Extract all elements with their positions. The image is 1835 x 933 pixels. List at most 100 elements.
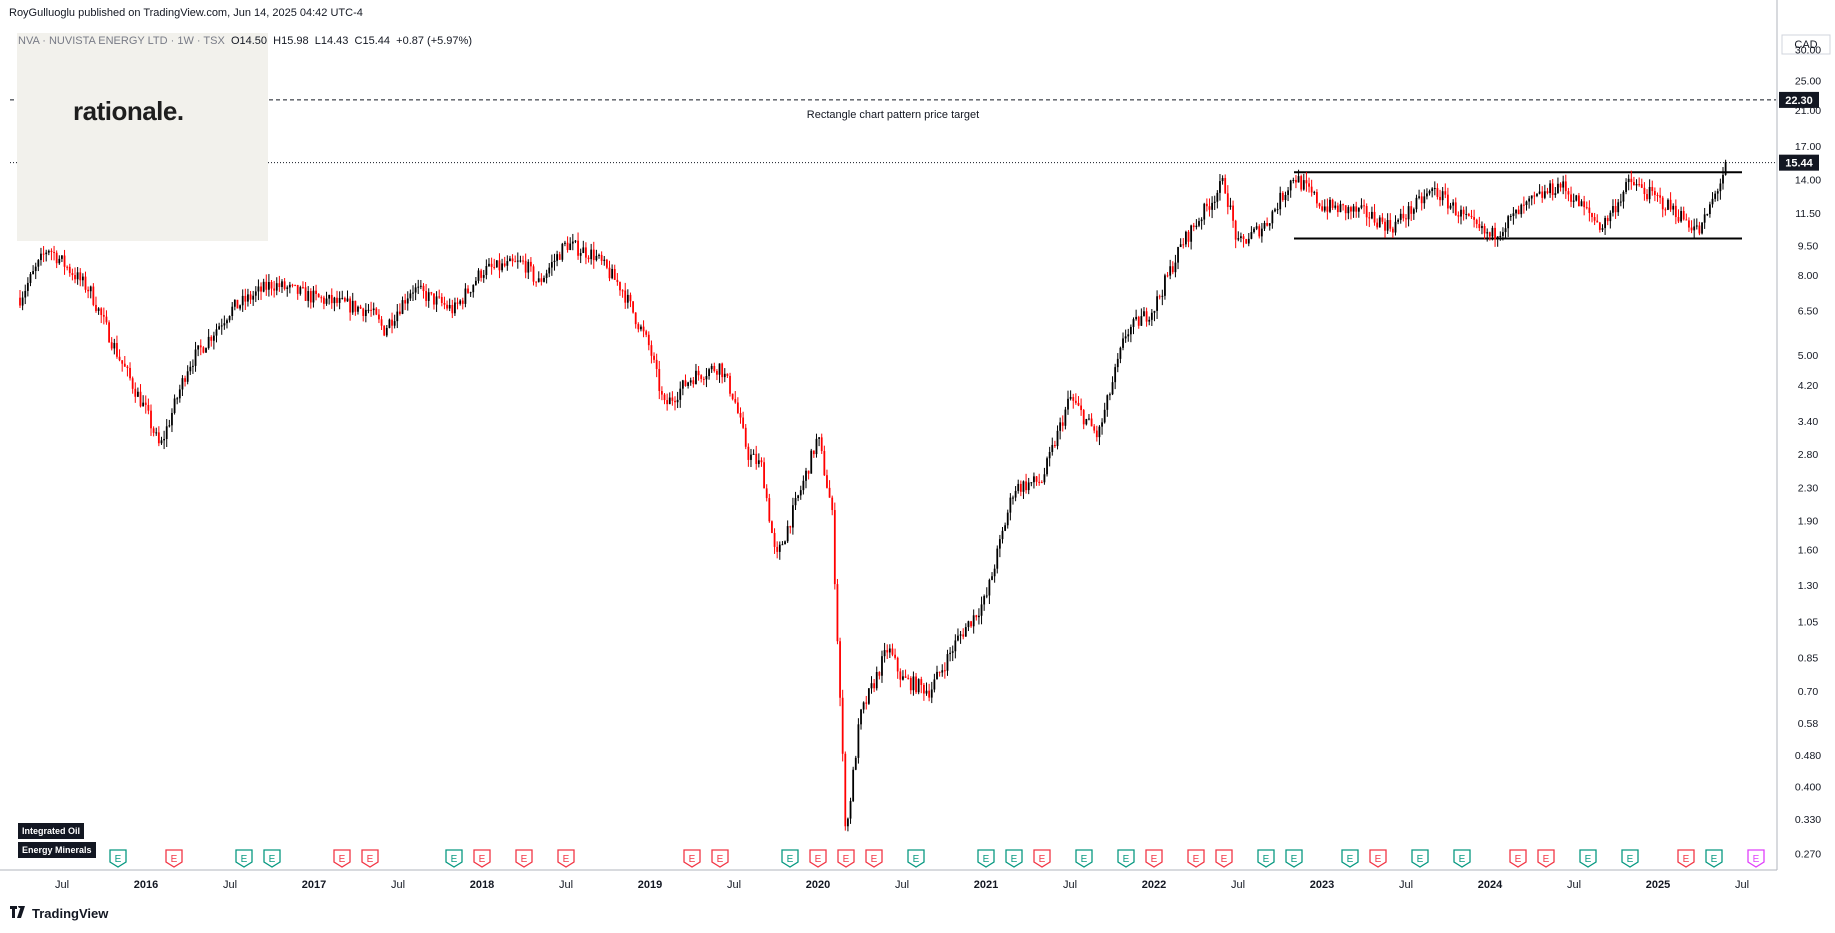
earnings-marker[interactable]: E xyxy=(1747,849,1765,868)
candle-body xyxy=(1088,418,1090,420)
candle-body xyxy=(1598,222,1601,230)
candle-body xyxy=(985,595,988,597)
candle-body xyxy=(1279,192,1282,210)
earnings-marker[interactable]: E xyxy=(1621,849,1639,868)
earnings-marker[interactable]: E xyxy=(557,849,575,868)
earnings-marker[interactable]: E xyxy=(1509,849,1527,868)
symbol-name[interactable]: NVA · NUVISTA ENERGY LTD · 1W · TSX xyxy=(18,35,225,47)
earnings-marker[interactable]: E xyxy=(1579,849,1597,868)
earnings-marker[interactable]: E xyxy=(515,849,533,868)
earnings-marker[interactable]: E xyxy=(445,849,463,868)
earnings-marker[interactable]: E xyxy=(1341,849,1359,868)
candle-body xyxy=(304,287,307,301)
candle-body xyxy=(1426,193,1428,197)
candle-body xyxy=(561,243,564,260)
candle-body xyxy=(459,300,462,304)
earnings-marker[interactable]: E xyxy=(809,849,827,868)
candle-body xyxy=(1716,191,1719,194)
earnings-marker[interactable]: E xyxy=(1537,849,1555,868)
candle-body xyxy=(396,311,399,322)
candle-body xyxy=(1297,176,1300,183)
candle-body xyxy=(1709,204,1711,215)
time-tick-label: Jul xyxy=(727,879,741,891)
candle-body xyxy=(1350,207,1352,212)
candle-body xyxy=(760,460,763,463)
candle-body xyxy=(118,356,121,361)
earnings-marker[interactable]: E xyxy=(263,849,281,868)
candle-body xyxy=(983,596,986,605)
earnings-marker[interactable]: E xyxy=(977,849,995,868)
candle-body xyxy=(736,402,739,413)
earnings-marker[interactable]: E xyxy=(683,849,701,868)
earnings-marker[interactable]: E xyxy=(1145,849,1163,868)
candle-body xyxy=(1674,205,1677,218)
candle-body xyxy=(330,295,333,304)
candle-body xyxy=(241,295,244,306)
earnings-marker[interactable]: E xyxy=(333,849,351,868)
earnings-marker-label: E xyxy=(717,854,724,865)
earnings-marker[interactable]: E xyxy=(165,849,183,868)
candle-body xyxy=(692,380,695,385)
earnings-marker[interactable]: E xyxy=(361,849,379,868)
earnings-marker[interactable]: E xyxy=(235,849,253,868)
candle-body xyxy=(823,451,826,476)
candle-body xyxy=(1284,194,1287,201)
candle-body xyxy=(967,621,970,628)
candle-body xyxy=(1617,202,1620,213)
earnings-marker[interactable]: E xyxy=(711,849,729,868)
candle-body xyxy=(19,297,21,306)
candle-body xyxy=(1706,214,1709,216)
candle-body xyxy=(1711,198,1714,205)
earnings-marker[interactable]: E xyxy=(1215,849,1233,868)
candle-body xyxy=(110,342,113,349)
earnings-marker[interactable]: E xyxy=(1117,849,1135,868)
sector-tag[interactable]: Integrated Oil xyxy=(18,823,85,839)
candle-body xyxy=(391,319,393,326)
candle-body xyxy=(1667,199,1669,210)
candle-body xyxy=(702,378,705,380)
candle-body xyxy=(598,254,600,256)
earnings-marker[interactable]: E xyxy=(1705,849,1723,868)
earnings-marker[interactable]: E xyxy=(1033,849,1051,868)
earnings-marker[interactable]: E xyxy=(865,849,883,868)
earnings-marker[interactable]: E xyxy=(1677,849,1695,868)
earnings-marker[interactable]: E xyxy=(1369,849,1387,868)
candle-body xyxy=(681,380,684,389)
earnings-marker[interactable]: E xyxy=(1453,849,1471,868)
time-axis[interactable]: Jul 2016 Jul 2017 Jul 2018 Jul 2019 Jul 2020 Jul 20… xyxy=(0,869,1777,891)
earnings-marker[interactable]: E xyxy=(109,849,127,868)
candle-body xyxy=(113,342,116,349)
candle-body xyxy=(472,284,475,293)
candle-body xyxy=(1300,176,1303,190)
earnings-marker[interactable]: E xyxy=(781,849,799,868)
candle-body xyxy=(1365,206,1368,218)
earnings-marker-shape xyxy=(1257,849,1275,868)
candle-body xyxy=(668,397,671,405)
earnings-marker[interactable]: E xyxy=(1411,849,1429,868)
candle-body xyxy=(831,497,834,511)
candle-body xyxy=(1253,228,1255,233)
earnings-marker[interactable]: E xyxy=(1257,849,1275,868)
earnings-marker[interactable]: E xyxy=(837,849,855,868)
candle-body xyxy=(778,544,781,552)
candle-body xyxy=(1150,312,1153,320)
candle-body xyxy=(713,365,716,371)
rectangle-pattern[interactable] xyxy=(1294,171,1742,240)
earnings-marker[interactable]: E xyxy=(1285,849,1303,868)
candle-body xyxy=(1441,191,1444,201)
earnings-marker[interactable]: E xyxy=(1005,849,1023,868)
candle-body xyxy=(1588,207,1591,214)
earnings-marker[interactable]: E xyxy=(1075,849,1093,868)
industry-tag[interactable]: Energy Minerals xyxy=(18,842,96,858)
footer-brand[interactable]: TradingView xyxy=(10,904,108,921)
earnings-marker[interactable]: E xyxy=(473,849,491,868)
candle-body xyxy=(275,283,278,291)
earnings-marker[interactable]: E xyxy=(907,849,925,868)
earnings-marker[interactable]: E xyxy=(1187,849,1205,868)
candle-body xyxy=(1355,206,1358,212)
candle-body xyxy=(1205,203,1208,207)
candle-body xyxy=(467,288,469,293)
